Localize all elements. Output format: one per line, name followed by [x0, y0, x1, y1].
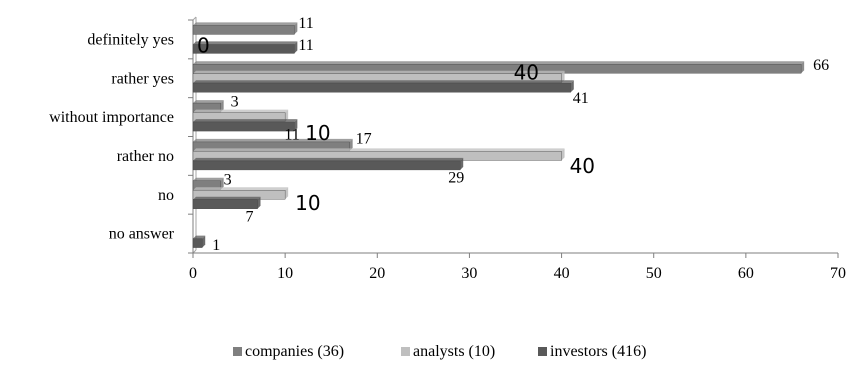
data-label: 3 [224, 171, 232, 188]
x-tick-label: 70 [830, 265, 846, 282]
bar-top-face [193, 148, 565, 151]
data-label: 11 [284, 127, 299, 144]
data-label: 11 [298, 37, 313, 54]
x-tick-label: 20 [369, 265, 385, 282]
data-label: 3 [231, 94, 239, 111]
data-label: 10 [295, 191, 320, 215]
bar [193, 122, 294, 131]
category-labels: definitely yes rather yes without importan… [49, 31, 175, 242]
data-label: 11 [298, 15, 313, 32]
x-tick-label: 60 [738, 265, 754, 282]
category-label: rather no [117, 148, 174, 165]
bar-top-face [193, 187, 288, 190]
legend-label: analysts (10) [413, 343, 495, 360]
legend: companies (36) analysts (10) investors (41… [233, 343, 646, 360]
x-tick-label: 40 [554, 265, 570, 282]
bar [193, 161, 460, 170]
bar-top-face [193, 110, 288, 113]
legend-label: investors (416) [550, 343, 646, 360]
bar-top-face [193, 100, 224, 103]
bar-top-face [193, 61, 804, 64]
data-label: 1 [212, 237, 220, 254]
legend-swatch [538, 347, 547, 356]
bar-top-face [193, 158, 463, 161]
bar-top-face [193, 119, 297, 122]
legend-swatch [233, 347, 242, 356]
tick-labels: 0 10 20 30 40 50 60 70 [189, 265, 846, 282]
data-label: 29 [448, 169, 464, 186]
category-label: definitely yes [87, 31, 174, 48]
data-label: 0 [197, 33, 210, 57]
x-tick-label: 0 [189, 265, 197, 282]
bar-top-face [193, 71, 565, 74]
bar-top-face [193, 178, 224, 181]
legend-label: companies (36) [245, 343, 344, 360]
data-label: 40 [514, 60, 539, 84]
x-tick-label: 10 [277, 265, 293, 282]
data-label: 41 [573, 90, 589, 107]
data-label: 10 [305, 121, 330, 145]
bar [193, 239, 202, 248]
legend-swatch [401, 347, 410, 356]
data-label: 66 [813, 57, 829, 74]
category-label: rather yes [111, 70, 174, 87]
category-label: without importance [49, 109, 174, 126]
bar-top-face [193, 22, 297, 25]
data-label: 17 [356, 130, 372, 147]
x-tick-label: 30 [461, 265, 477, 282]
data-label: 7 [246, 208, 254, 225]
category-label: no answer [109, 226, 175, 243]
x-tick-label: 50 [646, 265, 662, 282]
bar [193, 83, 571, 92]
category-label: no [158, 187, 174, 204]
data-label: 40 [570, 154, 595, 178]
bar-top-face [193, 197, 261, 200]
